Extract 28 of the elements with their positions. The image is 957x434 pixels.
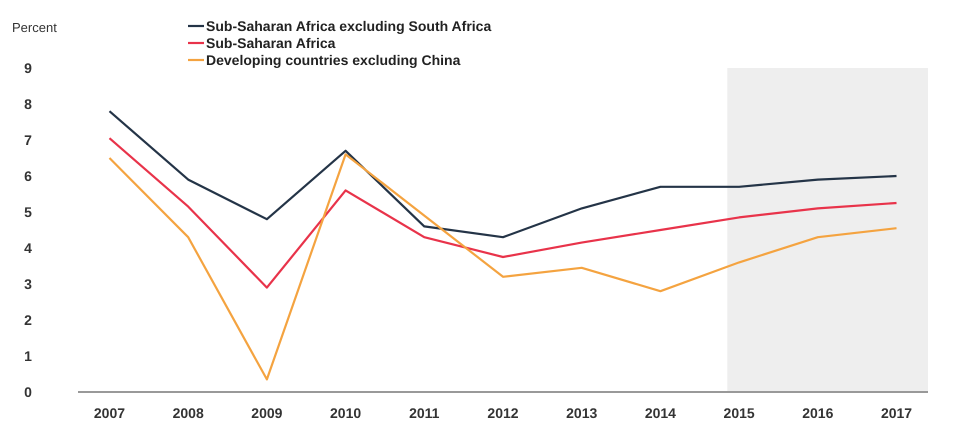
y-tick-label: 0 xyxy=(24,384,32,400)
x-tick-label: 2015 xyxy=(724,405,755,421)
x-tick-label: 2008 xyxy=(172,405,204,421)
line-series xyxy=(108,153,898,380)
y-tick-label: 6 xyxy=(24,168,32,184)
line-series xyxy=(108,110,898,238)
y-axis-title: Percent xyxy=(12,20,58,35)
legend-label: Sub-Saharan Africa xyxy=(206,34,336,51)
y-tick-label: 2 xyxy=(24,312,32,328)
legend-label: Sub-Saharan Africa excluding South Africa xyxy=(206,18,492,34)
x-tick-label: 2016 xyxy=(802,405,834,421)
x-tick-label: 2013 xyxy=(566,405,598,421)
y-tick-label: 7 xyxy=(24,132,32,148)
line-series xyxy=(108,137,898,289)
x-tick-label: 2007 xyxy=(94,405,126,421)
y-tick-label: 9 xyxy=(24,60,32,76)
x-tick-label: 2011 xyxy=(409,405,440,421)
y-tick-label: 5 xyxy=(24,204,32,220)
y-tick-label: 3 xyxy=(24,276,32,292)
legend-label: Developing countries excluding China xyxy=(206,52,461,68)
x-tick-label: 2010 xyxy=(330,405,362,421)
x-tick-label: 2009 xyxy=(251,405,283,421)
x-tick-label: 2014 xyxy=(644,405,676,421)
y-tick-label: 4 xyxy=(24,240,32,256)
y-tick-label: 1 xyxy=(24,348,32,364)
x-tick-label: 2012 xyxy=(487,405,519,421)
x-tick-label: 2017 xyxy=(880,405,912,421)
y-tick-label: 8 xyxy=(24,96,32,112)
